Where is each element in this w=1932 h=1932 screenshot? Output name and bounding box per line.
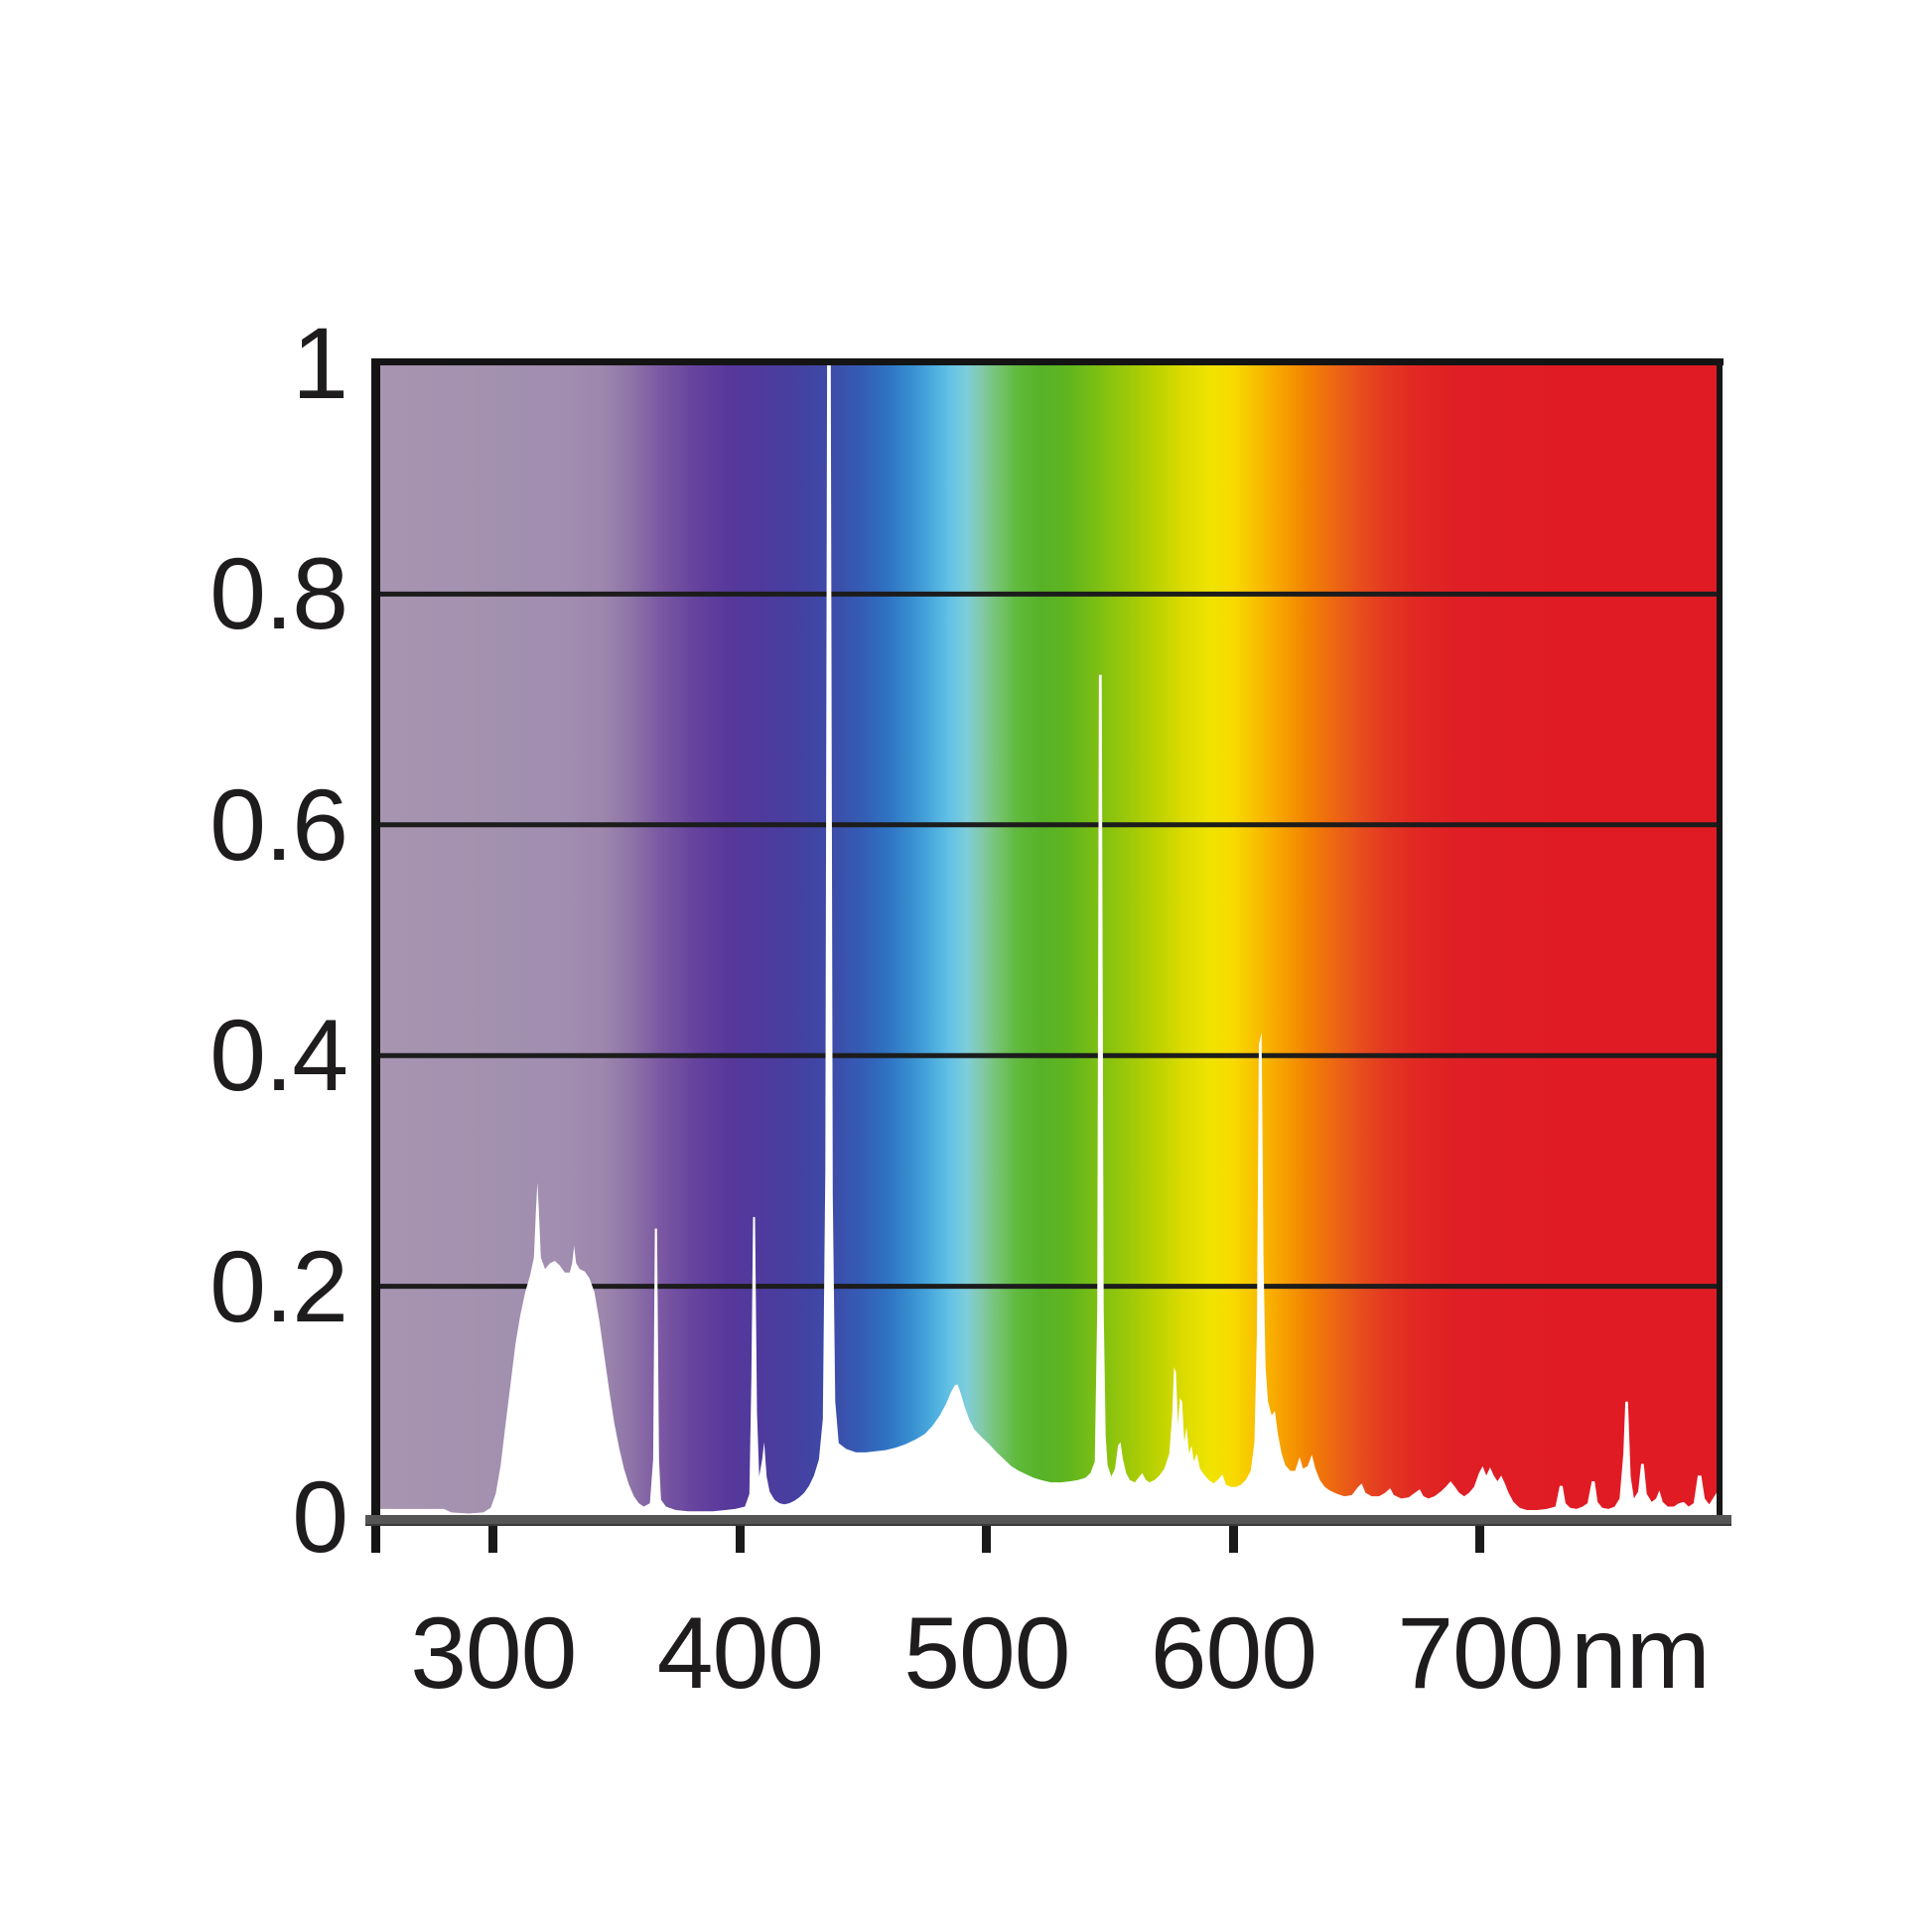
x-axis-label-500: 500 — [903, 1596, 1070, 1710]
y-axis-label-0.8: 0.8 — [209, 537, 348, 651]
y-axis-line — [371, 358, 380, 1553]
x-axis-tick-600 — [1228, 1526, 1238, 1553]
spectrum-plot-svg — [377, 363, 1720, 1517]
x-axis-line — [365, 1515, 1731, 1526]
x-axis-tick-400 — [735, 1526, 745, 1553]
y-axis-label-0.6: 0.6 — [209, 767, 348, 882]
x-axis-label-300: 300 — [410, 1596, 577, 1710]
y-axis-label-1: 1 — [292, 307, 348, 420]
spectrum-gradient-background — [377, 363, 1720, 1517]
y-axis-label-0.4: 0.4 — [209, 999, 348, 1113]
x-axis-tick-700 — [1475, 1526, 1485, 1553]
x-axis-label-600: 600 — [1150, 1596, 1317, 1710]
x-axis-tick-300 — [488, 1526, 498, 1553]
x-axis-tick-500 — [982, 1526, 992, 1553]
spectrum-curve-white-area — [377, 363, 1720, 1517]
x-axis-label-700: 700 — [1397, 1596, 1564, 1710]
plot-border-top — [371, 358, 1724, 365]
x-axis-unit-label: nm — [1571, 1596, 1711, 1710]
plot-area — [377, 363, 1720, 1517]
y-axis-label-0.2: 0.2 — [209, 1229, 348, 1343]
plot-border-right — [1717, 358, 1723, 1522]
x-axis-label-400: 400 — [656, 1596, 824, 1710]
y-axis-label-0: 0 — [292, 1460, 348, 1574]
